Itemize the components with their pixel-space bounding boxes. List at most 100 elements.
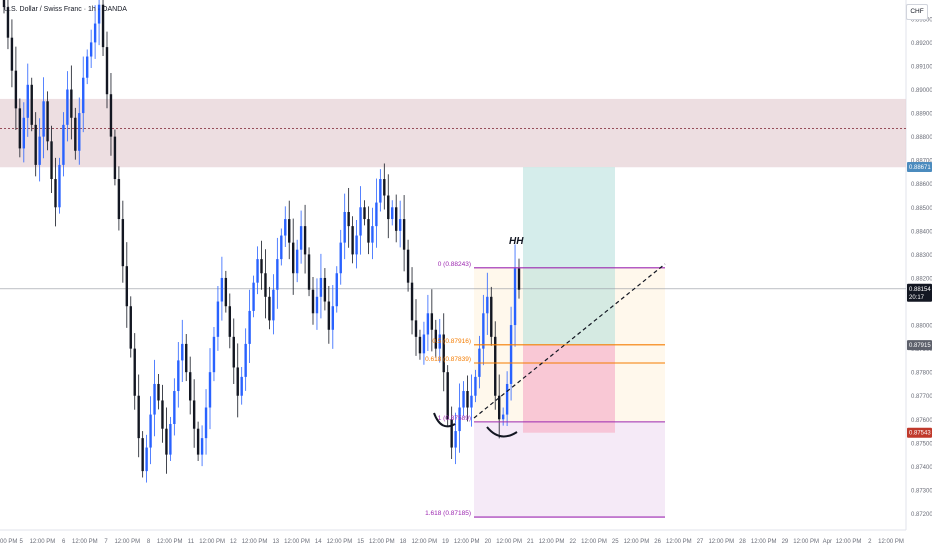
candle-body [438,334,441,349]
candle-body [85,56,89,78]
price-tick-label: 0.87300 [911,488,932,494]
candle-body [398,219,402,231]
candle-body [315,296,319,314]
price-badge-countdown: 20:17 [909,295,925,301]
candle-body [280,235,283,260]
candle-body [359,207,362,236]
price-tick-label: 0.87400 [911,465,932,471]
time-tick-label: 28 [739,539,746,545]
time-tick-label: 25 [612,539,619,545]
candle-body [454,431,457,448]
time-tick-label: 12:00 PM [454,539,480,545]
fib-extension-zone [474,421,665,518]
candle-body [351,226,354,255]
time-tick-label: 22 [569,539,576,545]
candle-body [101,4,105,48]
price-tick-label: 0.87200 [911,512,932,518]
hh-annotation: HH [509,236,524,247]
candle-body [276,259,279,290]
candle-body [169,424,172,455]
price-tick-label: 0.87700 [911,394,932,400]
time-tick-label: 21 [527,539,534,545]
candle-body [93,23,97,43]
candle-body [466,391,469,408]
candle-body [288,219,291,243]
candle-body [446,372,449,420]
candle-body [97,4,101,24]
candle-body [343,212,346,243]
candle-body [497,395,501,420]
time-tick-label: 12:00 PM [793,539,819,545]
candle-body [363,207,366,220]
candle-body [6,7,10,38]
candle-body [161,400,164,429]
candle-body [335,273,338,307]
candle-body [30,84,33,125]
candle-body [295,249,299,274]
price-tick-label: 0.88700 [911,159,932,165]
price-badge [907,162,932,173]
position-target-zone[interactable] [523,167,615,345]
candle-body [113,136,117,180]
candle-body [224,277,228,307]
price-badge-label: 0.88671 [909,165,931,171]
dashed-trendline[interactable] [473,263,666,419]
price-badge-label: 0.87915 [909,343,931,349]
candle-body [212,336,216,373]
candle-body [383,179,386,196]
right-shoulder-curve[interactable] [486,426,518,438]
candle-body [188,372,192,401]
candle-body [303,226,307,255]
candle-body [284,219,287,236]
candle-body [208,372,212,408]
candle-body [323,277,327,302]
time-tick-label: 12:00 PM [72,539,98,545]
candle-body [299,226,303,250]
candle-body [319,277,323,297]
candle-body [486,296,489,314]
time-tick-label: 29 [782,539,789,545]
candle-body [26,84,29,118]
candle-body [177,360,180,392]
candle-body [137,395,140,439]
candle-body [149,414,152,448]
currency-button[interactable]: CHF [906,4,928,20]
fib-level-label: 1 (0.87589) [438,415,471,422]
candle-body [272,289,275,321]
candle-body [418,336,422,354]
left-shoulder-curve[interactable] [433,412,456,428]
candle-body [291,242,295,274]
candle-body [394,207,398,231]
candle-body [355,235,358,255]
supply-zone[interactable] [0,98,906,168]
time-tick-label: 12:00 PM [30,539,56,545]
price-tick-label: 0.89000 [911,88,932,94]
time-tick-label: 12:00 PM [708,539,734,545]
fib-level-label: 0.5 (0.87916) [432,338,471,345]
candle-body [165,428,168,455]
price-badge-label: 0.88154 [909,287,931,293]
candle-body [121,219,125,267]
candle-body [22,117,26,149]
position-stop-zone[interactable] [523,344,615,433]
candle-body [10,37,14,71]
chart-title: U.S. Dollar / Swiss Franc · 1h · OANDA [4,6,127,13]
candle-body [192,400,196,429]
candle-body [509,325,513,384]
candle-body [406,249,410,283]
candle-body [109,94,113,137]
candle-body [54,179,57,208]
candle-body [474,376,477,396]
candle-body [240,376,243,396]
candle-body [402,219,406,250]
price-tick-label: 0.89300 [911,17,932,23]
time-tick-label: 8 [147,539,151,545]
time-tick-label: 13 [272,539,279,545]
price-tick-label: 0.88500 [911,206,932,212]
candle-body [260,259,263,274]
time-tick-label: 14 [315,539,322,545]
candle-body [252,282,255,311]
candle-body [256,259,259,283]
